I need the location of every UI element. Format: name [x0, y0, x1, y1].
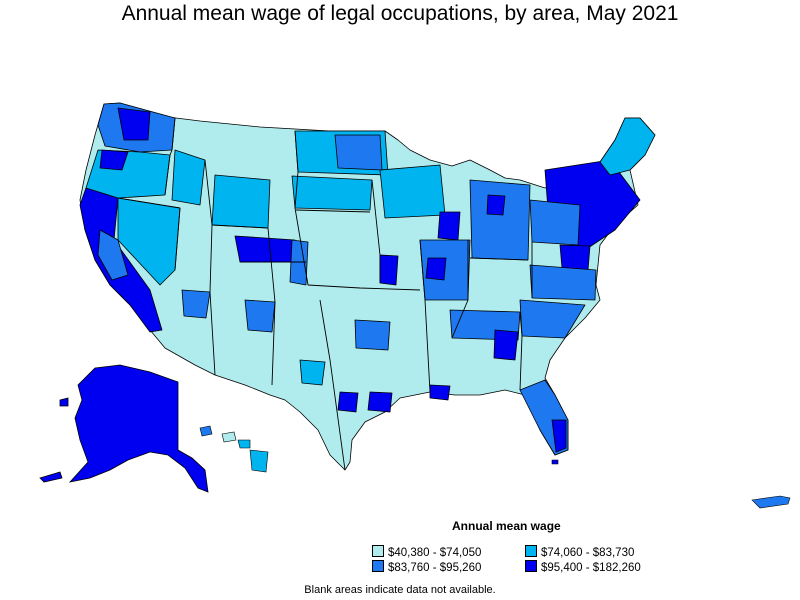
hawaii-island	[199, 425, 213, 437]
legend-item: $95,400 - $182,260	[525, 560, 641, 574]
alaska-island	[59, 397, 69, 407]
region-dallas	[354, 319, 391, 351]
region-wisconsin	[379, 164, 446, 219]
region-pennsylvania	[529, 199, 581, 246]
region-california-inland	[97, 229, 129, 281]
legend-item: $74,060 - $83,730	[525, 545, 634, 559]
footnote: Blank areas indicate data not available.	[304, 584, 496, 596]
map-title: Annual mean wage of legal occupations, b…	[121, 2, 679, 25]
border-line	[164, 117, 176, 196]
region-miami	[551, 419, 567, 453]
legend-swatch	[372, 560, 384, 572]
region-carolinas	[519, 299, 586, 339]
legend-label: $95,400 - $182,260	[541, 562, 641, 574]
region-wyoming	[211, 174, 271, 229]
region-virginia	[529, 264, 597, 301]
puerto-rico-island	[751, 495, 791, 509]
border-line	[294, 130, 309, 286]
legend-label: $74,060 - $83,730	[541, 547, 635, 559]
alaska	[39, 364, 209, 493]
legend-label: $40,380 - $74,050	[388, 547, 482, 559]
region-st-louis	[425, 257, 447, 281]
legend-label: $83,760 - $95,260	[388, 562, 482, 574]
border-line	[267, 227, 276, 386]
region-west-texas	[299, 359, 326, 386]
region-atlanta	[493, 329, 519, 361]
border-line	[419, 239, 431, 393]
region-south-dakota	[291, 175, 373, 211]
region-portland	[99, 149, 129, 171]
region-new-england	[599, 117, 656, 176]
legend-title: Annual mean wage	[452, 519, 561, 533]
border-line	[295, 209, 371, 213]
region-dc-maryland	[559, 244, 591, 271]
alaska-island	[39, 471, 63, 483]
legend-item: $83,760 - $95,260	[372, 560, 481, 574]
legend-swatch	[525, 545, 537, 557]
region-minnesota	[334, 134, 383, 171]
hawaii-island	[249, 449, 269, 473]
legend-swatch	[525, 560, 537, 572]
region-chicago	[437, 211, 461, 241]
region-colorado	[234, 235, 296, 263]
puerto-rico	[551, 459, 791, 509]
contiguous-us	[79, 102, 656, 471]
territory-island	[551, 459, 559, 465]
border-line	[174, 207, 181, 271]
region-oregon	[85, 149, 171, 199]
region-seattle	[117, 107, 151, 141]
border-line	[307, 284, 421, 291]
region-arizona	[181, 289, 211, 319]
hawaii	[199, 425, 269, 473]
region-new-orleans	[429, 384, 451, 401]
region-austin	[337, 391, 359, 413]
border-line	[117, 197, 181, 209]
border-line	[209, 224, 216, 376]
region-houston	[367, 391, 393, 413]
legend-swatch	[372, 545, 384, 557]
border-line	[319, 299, 346, 471]
border-line	[451, 240, 469, 339]
region-idaho	[171, 149, 206, 206]
border-line	[519, 311, 523, 391]
hawaii-island	[237, 439, 251, 449]
state-borders	[117, 117, 533, 471]
legend-item: $40,380 - $74,050	[372, 545, 481, 559]
region-detroit	[486, 194, 506, 216]
region-colorado-east	[289, 239, 309, 286]
region-alaska	[68, 364, 209, 493]
region-new-mexico	[244, 299, 276, 333]
hawaii-island	[221, 431, 237, 443]
region-ohio-michigan	[469, 179, 531, 261]
border-line	[469, 257, 529, 261]
region-kansas-city	[379, 254, 399, 286]
border-line	[371, 179, 381, 283]
